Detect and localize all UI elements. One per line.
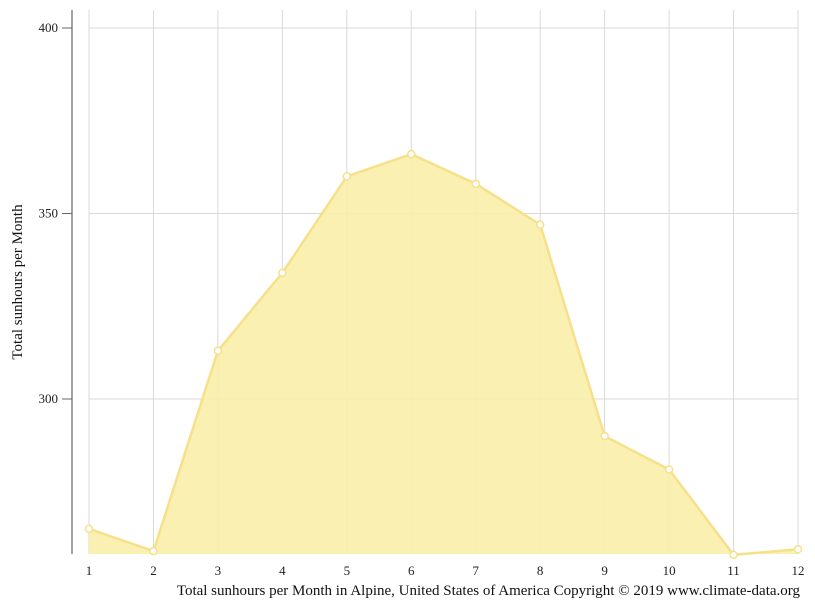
data-points xyxy=(84,149,803,560)
data-point-3 xyxy=(213,346,223,356)
x-tick-label-5: 5 xyxy=(344,563,351,578)
data-point-9 xyxy=(600,431,609,441)
x-tick-label-8: 8 xyxy=(537,563,544,578)
x-tick-label-4: 4 xyxy=(279,563,286,578)
data-point-6 xyxy=(407,149,416,159)
area-series xyxy=(88,152,799,557)
data-point-10 xyxy=(664,465,674,474)
x-tick-label-11: 11 xyxy=(727,563,740,578)
y-tick-label-400: 400 xyxy=(39,20,59,35)
x-tick-label-10: 10 xyxy=(663,563,676,578)
data-point-7 xyxy=(471,179,480,189)
axes xyxy=(62,10,73,554)
chart-caption: Total sunhours per Month in Alpine, Unit… xyxy=(176,583,800,599)
x-tick-label-2: 2 xyxy=(150,563,157,578)
x-tick-label-1: 1 xyxy=(86,563,93,578)
x-tick-label-9: 9 xyxy=(601,563,608,578)
data-point-4 xyxy=(278,268,287,278)
data-point-12 xyxy=(793,545,803,554)
x-tick-label-12: 12 xyxy=(792,563,805,578)
data-point-11 xyxy=(729,550,738,560)
x-tick-label-3: 3 xyxy=(215,563,222,578)
data-point-5 xyxy=(342,172,352,181)
y-axis-title: Total sunhours per Month xyxy=(10,204,26,360)
series-line xyxy=(88,152,799,557)
y-tick-label-350: 350 xyxy=(39,206,59,221)
area-fill xyxy=(89,154,798,555)
x-tick-label-7: 7 xyxy=(472,563,479,578)
x-tick-label-6: 6 xyxy=(408,563,415,578)
data-point-1 xyxy=(84,524,94,534)
y-tick-label-300: 300 xyxy=(39,391,59,406)
data-point-8 xyxy=(535,220,545,229)
data-point-2 xyxy=(149,546,158,556)
